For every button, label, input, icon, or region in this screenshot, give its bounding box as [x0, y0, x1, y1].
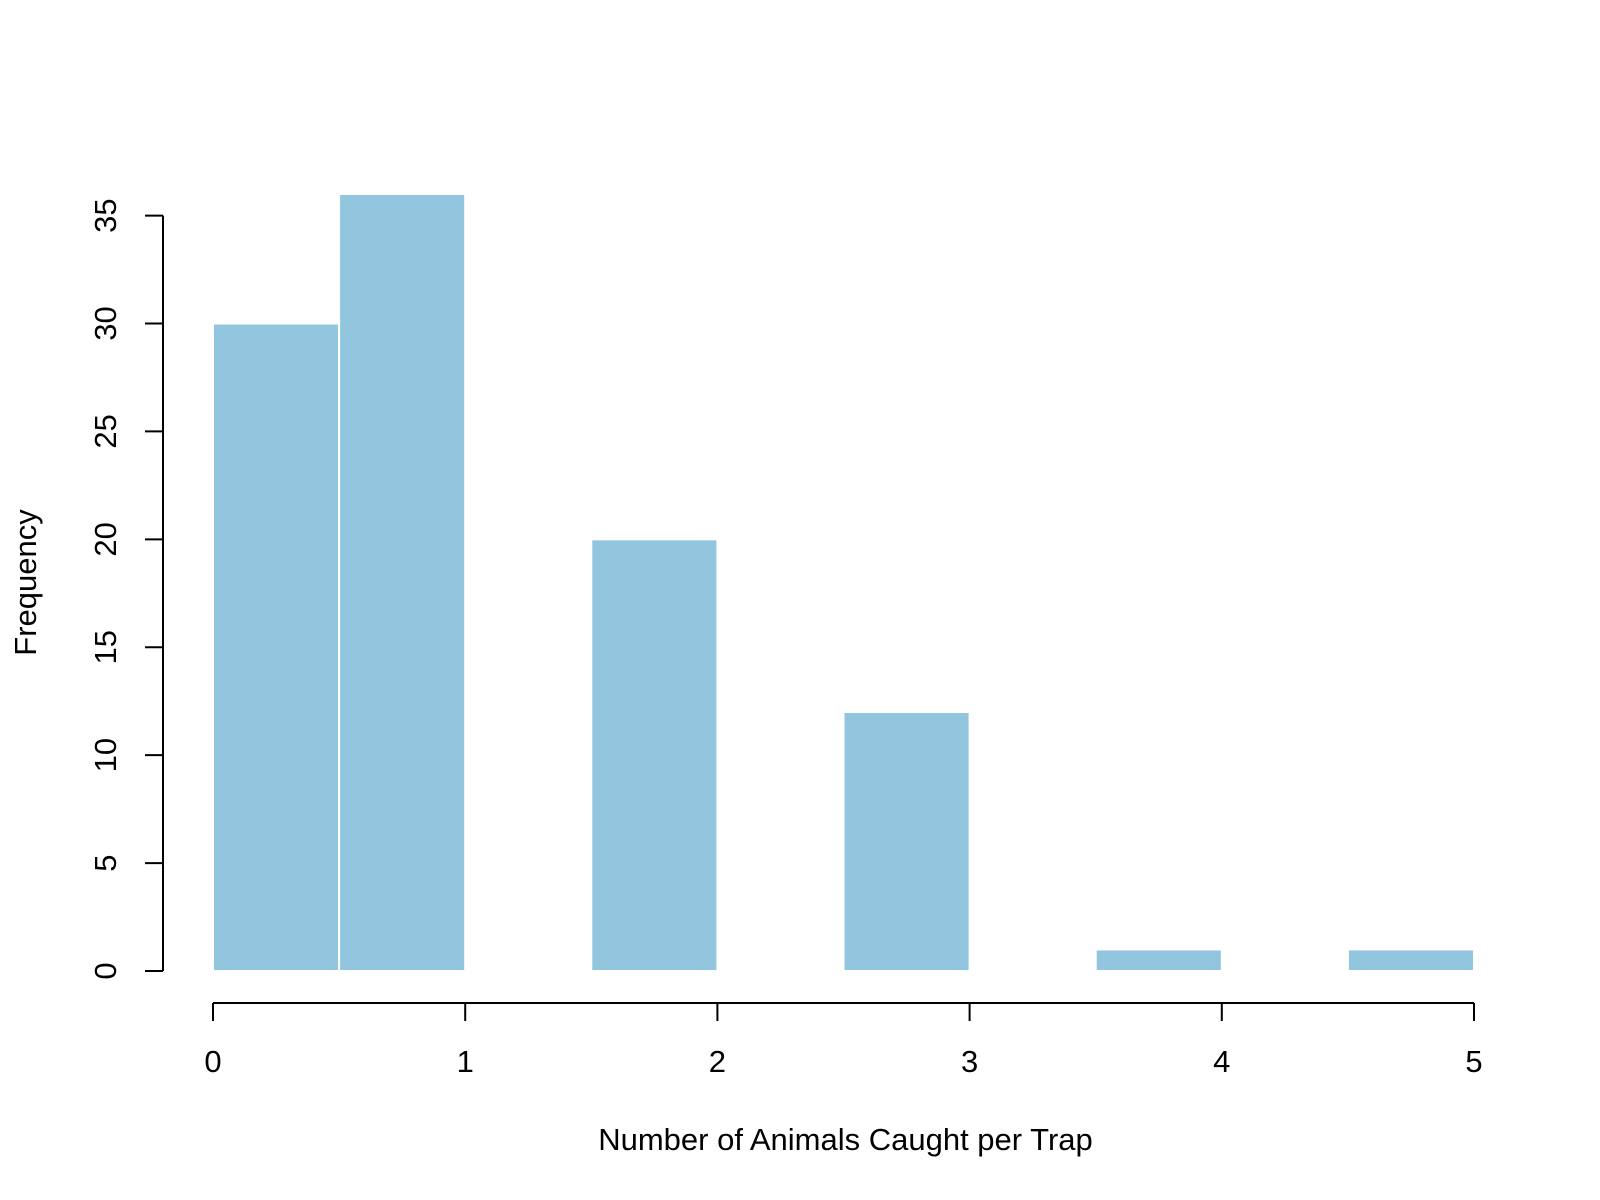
y-axis-title: Frequency: [8, 509, 43, 656]
y-tick-label: 25: [88, 414, 123, 448]
x-axis-ticks: 0 1 2 3 4 5: [204, 1003, 1483, 1079]
histogram-bar-9: [1346, 948, 1476, 973]
y-tick-label: 5: [88, 854, 123, 871]
y-tick-label: 15: [88, 630, 123, 664]
y-tick-label: 10: [88, 738, 123, 772]
x-tick-label: 1: [457, 1044, 474, 1079]
histogram-bar-1: [338, 193, 467, 972]
x-axis-title: Number of Animals Caught per Trap: [598, 1122, 1093, 1157]
bars-group: [212, 193, 1476, 973]
x-tick-label: 4: [1213, 1044, 1230, 1079]
histogram-bar-5: [842, 711, 971, 972]
x-tick-label: 3: [961, 1044, 978, 1079]
histogram-bar-7: [1094, 948, 1223, 973]
y-tick-label: 30: [88, 306, 123, 340]
y-tick-label: 20: [88, 522, 123, 556]
y-tick-label: 35: [88, 198, 123, 232]
y-tick-label: 0: [88, 962, 123, 979]
histogram-bar-3: [590, 538, 719, 972]
histogram-bar-0: [212, 322, 341, 972]
x-tick-label: 2: [709, 1044, 726, 1079]
y-axis-ticks: 0 5 10 15 20 25 30 35: [88, 198, 163, 980]
x-tick-label: 0: [204, 1044, 221, 1079]
x-tick-label: 5: [1465, 1044, 1482, 1079]
